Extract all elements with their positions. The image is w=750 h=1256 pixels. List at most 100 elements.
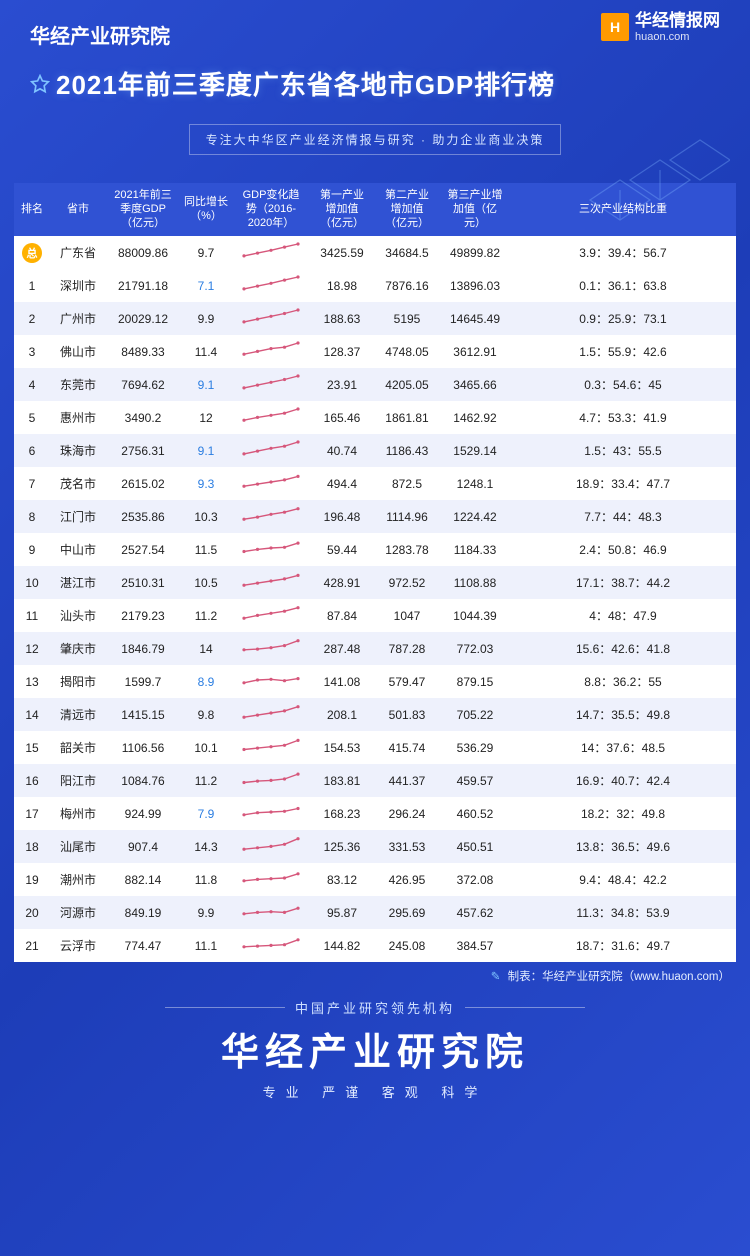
cell-growth: 14.3 (180, 830, 232, 863)
cell-rank: 16 (14, 764, 50, 797)
cell-growth: 9.1 (180, 368, 232, 401)
cell-growth: 12 (180, 401, 232, 434)
cell-p1: 87.84 (310, 599, 374, 632)
cell-growth: 11.2 (180, 599, 232, 632)
cell-trend (232, 434, 310, 467)
cell-ratio: 8.8：36.2：55 (510, 665, 736, 698)
sparkline-icon (240, 340, 302, 360)
cell-p3: 450.51 (440, 830, 510, 863)
cell-gdp: 1599.7 (106, 665, 180, 698)
cell-p2: 4748.05 (374, 335, 440, 368)
cell-ratio: 18.7：31.6：49.7 (510, 929, 736, 962)
cell-city: 梅州市 (50, 797, 106, 830)
cell-p2: 415.74 (374, 731, 440, 764)
cell-growth: 11.8 (180, 863, 232, 896)
cell-p1: 287.48 (310, 632, 374, 665)
cell-p1: 168.23 (310, 797, 374, 830)
logo-icon: H (601, 13, 629, 41)
cell-gdp: 924.99 (106, 797, 180, 830)
table-row-total: 总 广东省 88009.86 9.7 3425.59 34684.5 49899… (14, 236, 736, 269)
col-header: GDP变化趋势（2016-2020年） (232, 183, 310, 236)
cell-city: 东莞市 (50, 368, 106, 401)
cell-p3: 1108.88 (440, 566, 510, 599)
cell-p1: 95.87 (310, 896, 374, 929)
col-header: 2021年前三季度GDP（亿元） (106, 183, 180, 236)
cell-p2: 426.95 (374, 863, 440, 896)
cell-city: 佛山市 (50, 335, 106, 368)
table-row: 10 湛江市 2510.31 10.5 428.91 972.52 1108.8… (14, 566, 736, 599)
cell-city: 江门市 (50, 500, 106, 533)
cell-growth: 11.1 (180, 929, 232, 962)
cell-ratio: 4：48：47.9 (510, 599, 736, 632)
cell-p2: 1114.96 (374, 500, 440, 533)
cell-city: 茂名市 (50, 467, 106, 500)
cell-p1: 3425.59 (310, 236, 374, 269)
cell-p2: 1186.43 (374, 434, 440, 467)
cell-trend (232, 830, 310, 863)
cell-gdp: 3490.2 (106, 401, 180, 434)
cell-ratio: 7.7：44：48.3 (510, 500, 736, 533)
cell-ratio: 18.2：32：49.8 (510, 797, 736, 830)
cell-p2: 1047 (374, 599, 440, 632)
cell-city: 湛江市 (50, 566, 106, 599)
cell-p1: 183.81 (310, 764, 374, 797)
cell-p1: 494.4 (310, 467, 374, 500)
table-row: 19 潮州市 882.14 11.8 83.12 426.95 372.08 9… (14, 863, 736, 896)
cell-gdp: 1084.76 (106, 764, 180, 797)
table-row: 5 惠州市 3490.2 12 165.46 1861.81 1462.92 4… (14, 401, 736, 434)
cell-rank: 8 (14, 500, 50, 533)
table-row: 2 广州市 20029.12 9.9 188.63 5195 14645.49 … (14, 302, 736, 335)
cell-p2: 1861.81 (374, 401, 440, 434)
cell-p3: 1462.92 (440, 401, 510, 434)
sparkline-icon (240, 934, 302, 954)
cell-trend (232, 863, 310, 896)
cell-city: 阳江市 (50, 764, 106, 797)
cell-city: 肇庆市 (50, 632, 106, 665)
sparkline-icon (240, 736, 302, 756)
cell-ratio: 2.4：50.8：46.9 (510, 533, 736, 566)
cell-growth: 9.9 (180, 896, 232, 929)
cell-city: 广东省 (50, 236, 106, 269)
star-icon (30, 74, 50, 94)
cell-trend (232, 269, 310, 302)
cell-trend (232, 236, 310, 269)
cell-city: 广州市 (50, 302, 106, 335)
footer-org: 华经产业研究院 (0, 1021, 750, 1076)
cell-p1: 188.63 (310, 302, 374, 335)
cell-ratio: 0.3：54.6：45 (510, 368, 736, 401)
cell-trend (232, 797, 310, 830)
cell-p1: 40.74 (310, 434, 374, 467)
cell-ratio: 14.7：35.5：49.8 (510, 698, 736, 731)
sparkline-icon (240, 538, 302, 558)
cell-rank: 6 (14, 434, 50, 467)
cell-p1: 208.1 (310, 698, 374, 731)
sparkline-icon (240, 901, 302, 921)
cell-trend (232, 533, 310, 566)
table-row: 18 汕尾市 907.4 14.3 125.36 331.53 450.51 1… (14, 830, 736, 863)
cell-city: 汕头市 (50, 599, 106, 632)
cell-trend (232, 896, 310, 929)
cell-p1: 428.91 (310, 566, 374, 599)
cell-ratio: 14：37.6：48.5 (510, 731, 736, 764)
cell-p2: 34684.5 (374, 236, 440, 269)
cell-p2: 579.47 (374, 665, 440, 698)
cell-city: 清远市 (50, 698, 106, 731)
sparkline-icon (240, 307, 302, 327)
cell-rank: 19 (14, 863, 50, 896)
table-row: 17 梅州市 924.99 7.9 168.23 296.24 460.52 1… (14, 797, 736, 830)
sparkline-icon (240, 703, 302, 723)
cell-p2: 787.28 (374, 632, 440, 665)
cell-ratio: 0.1：36.1：63.8 (510, 269, 736, 302)
cell-gdp: 1415.15 (106, 698, 180, 731)
cell-ratio: 4.7：53.3：41.9 (510, 401, 736, 434)
table-row: 16 阳江市 1084.76 11.2 183.81 441.37 459.57… (14, 764, 736, 797)
cell-gdp: 20029.12 (106, 302, 180, 335)
sparkline-icon (240, 769, 302, 789)
cell-city: 惠州市 (50, 401, 106, 434)
cell-rank: 15 (14, 731, 50, 764)
cell-rank: 13 (14, 665, 50, 698)
cell-rank: 12 (14, 632, 50, 665)
cell-trend (232, 566, 310, 599)
cell-p3: 3612.91 (440, 335, 510, 368)
cell-growth: 9.8 (180, 698, 232, 731)
